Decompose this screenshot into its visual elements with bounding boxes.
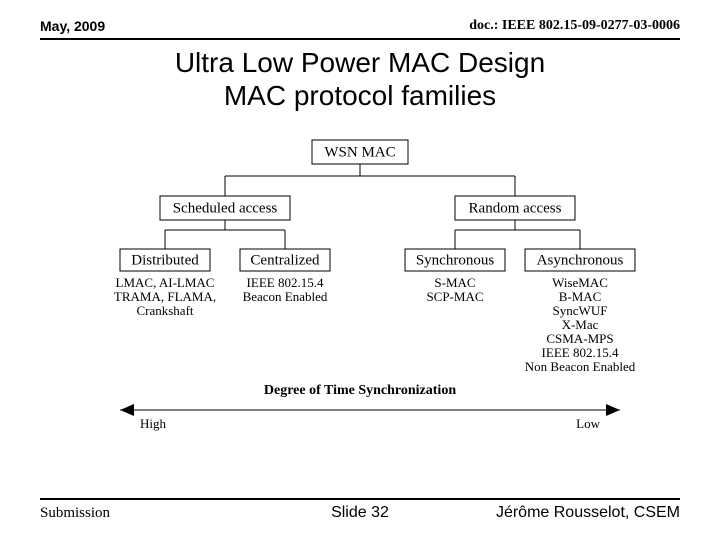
proto-col2-line-0: S-MAC [434,275,475,290]
node-l2-1-label: Centralized [250,252,320,268]
proto-col3-line-0: WiseMAC [552,275,608,290]
proto-col2-line-1: SCP-MAC [426,289,483,304]
proto-col3-line-6: Non Beacon Enabled [525,359,636,374]
node-l2-0-label: Distributed [131,252,199,268]
axis-high: High [140,416,167,431]
proto-col0-line-0: LMAC, AI-LMAC [116,275,215,290]
proto-col1-line-0: IEEE 802.15.4 [247,275,324,290]
proto-col0-line-2: Crankshaft [136,303,193,318]
title-line1: Ultra Low Power MAC Design [175,47,545,78]
axis-arrow-left [120,404,134,416]
proto-col3-line-3: X-Mac [562,317,599,332]
mac-tree-diagram: WSN MAC Scheduled access Random access Dist… [60,130,660,430]
proto-col3-line-4: CSMA-MPS [546,331,613,346]
footer-rule [40,498,680,500]
axis-low: Low [576,416,600,431]
proto-col1-line-1: Beacon Enabled [243,289,328,304]
title-line2: MAC protocol families [224,80,496,111]
page-title: Ultra Low Power MAC Design MAC protocol … [0,46,720,112]
proto-col3-line-5: IEEE 802.15.4 [542,345,619,360]
axis-label: Degree of Time Synchronization [264,383,456,398]
proto-col0-line-1: TRAMA, FLAMA, [114,289,216,304]
header-rule [40,38,680,40]
node-l2-2-label: Synchronous [416,252,494,268]
node-l1-1-label: Random access [469,200,562,216]
node-root-label: WSN MAC [324,144,395,160]
node-l2-3-label: Asynchronous [537,252,624,268]
header-doc: doc.: IEEE 802.15-09-0277-03-0006 [469,18,680,34]
node-l1-0-label: Scheduled access [173,200,278,216]
proto-col3-line-1: B-MAC [559,289,602,304]
header-date: May, 2009 [40,18,105,34]
proto-col3-line-2: SyncWUF [553,303,608,318]
footer-right: Jérôme Rousselot, CSEM [496,504,680,522]
axis-arrow-right [606,404,620,416]
